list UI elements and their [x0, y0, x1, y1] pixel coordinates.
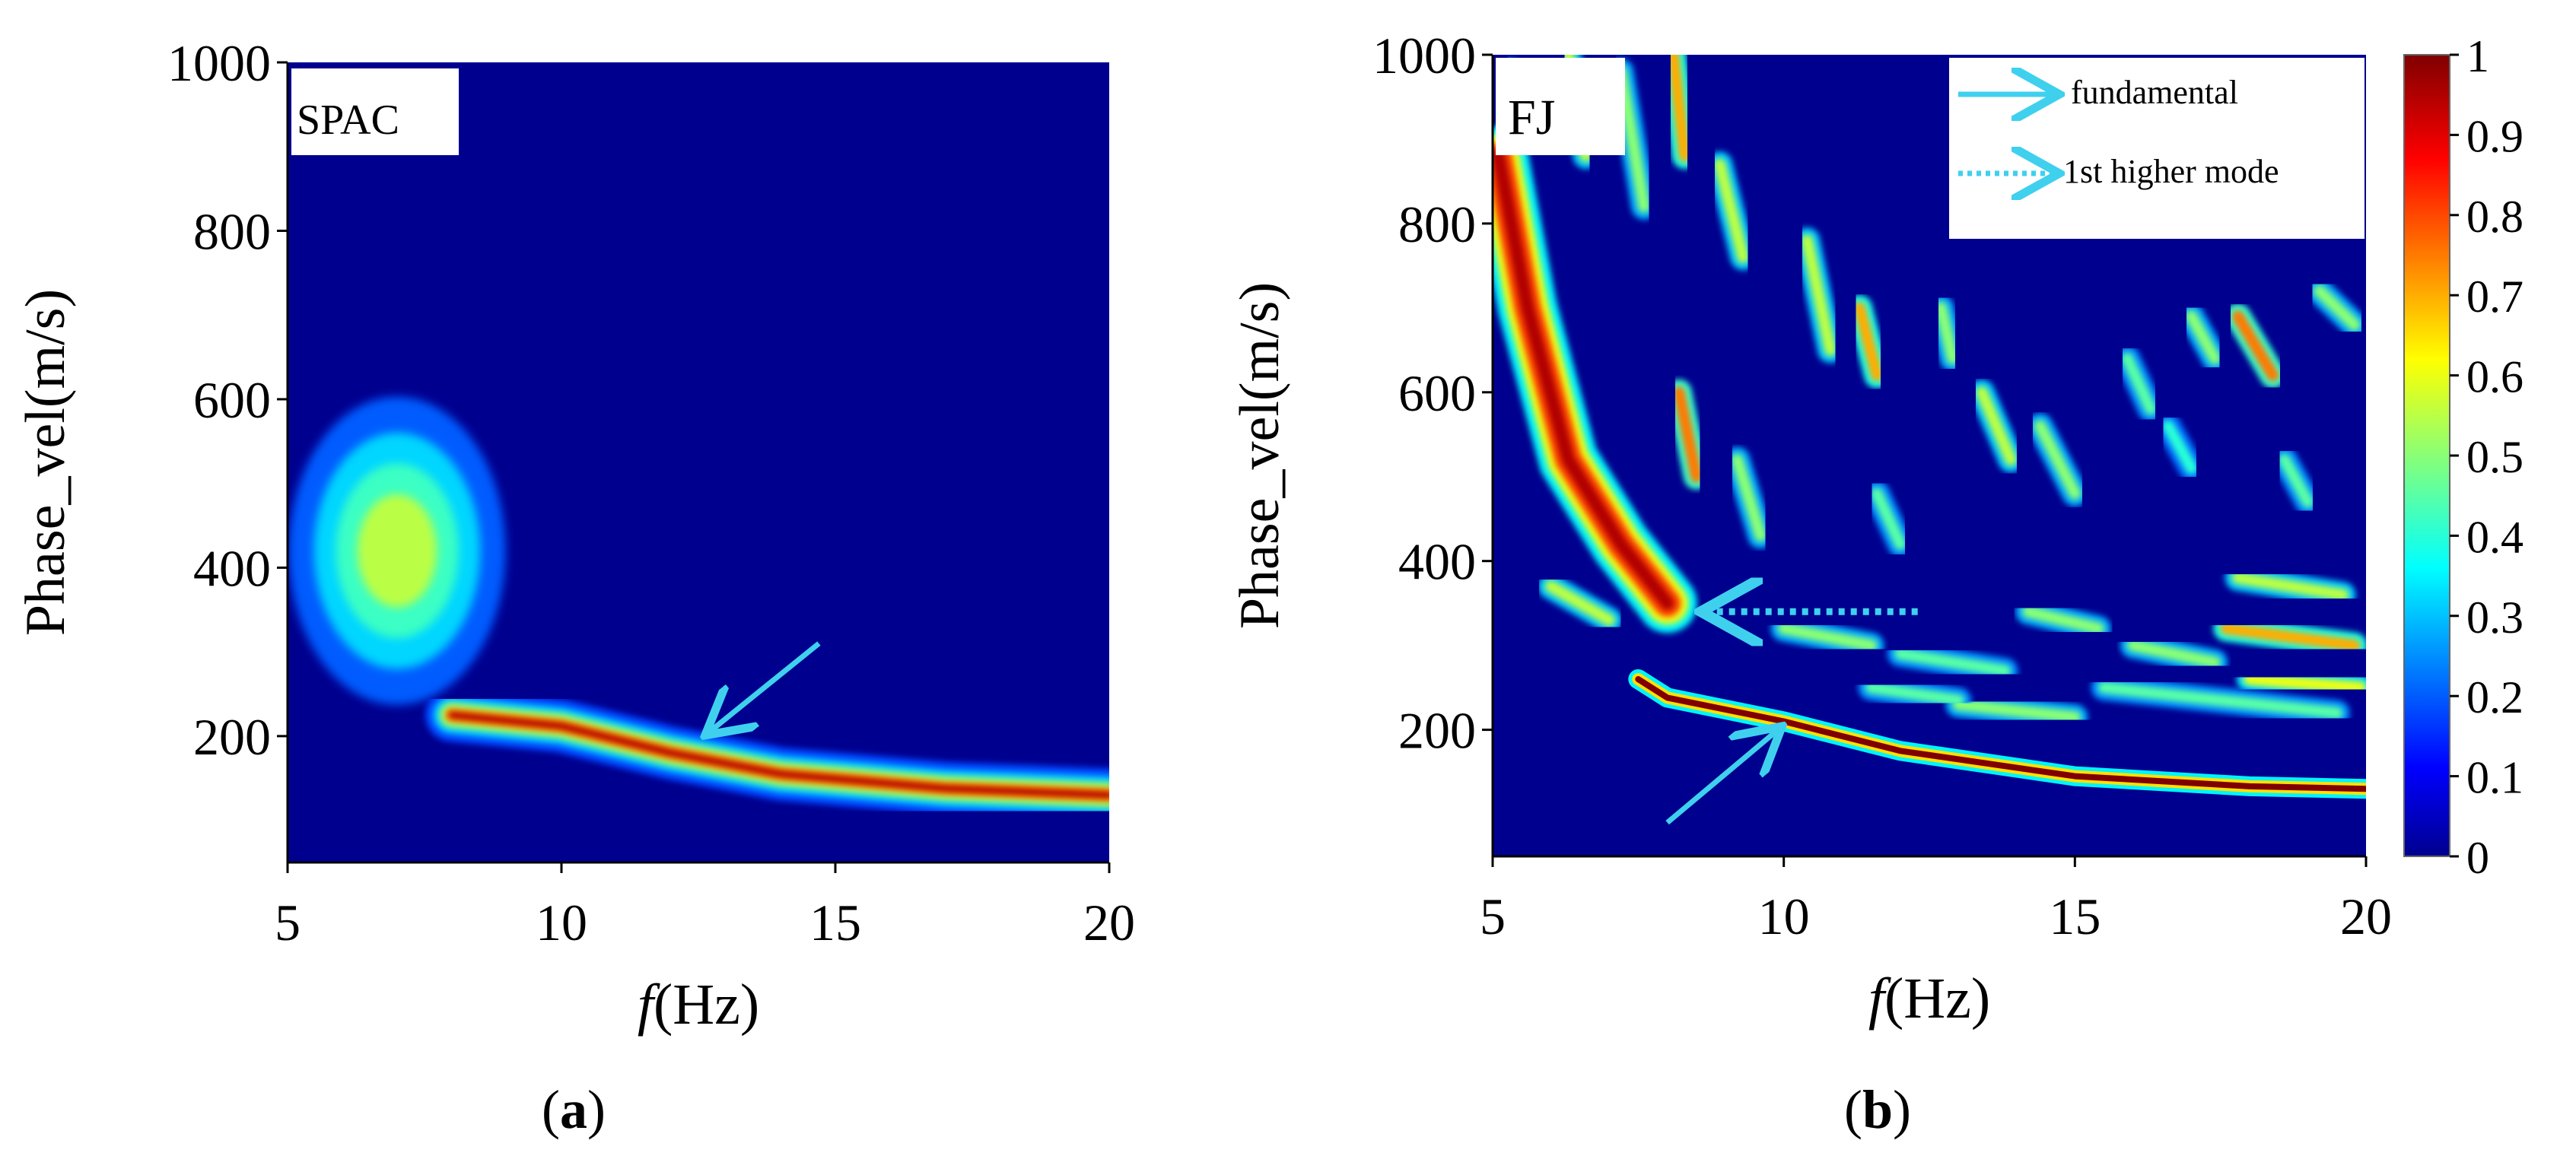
legend: fundamental 1st higher mode [1949, 58, 2365, 239]
colorbar-tick-label: 0.9 [2466, 111, 2524, 161]
streak-core-9 [1871, 487, 1907, 551]
colorbar-tick-label: 1 [2466, 31, 2489, 81]
colorbar: 0 0.1 0.2 0.3 0.4 0.5 0.6 0.7 0.8 0.9 1 [2403, 31, 2524, 883]
y-tick-label: 600 [1398, 364, 1476, 422]
panel-a-spac: 200 400 600 800 1000 5 10 15 20 f(Hz) Phase_vel(m/… [14, 34, 1135, 1037]
colorbar-tick-label: 0.1 [2466, 753, 2524, 803]
streak-core-19 [1777, 622, 1878, 652]
y-axis-label: Phase_vel(m/s) [14, 289, 77, 636]
streak-core-5 [1713, 158, 1750, 264]
x-tick-label: 10 [1758, 888, 1810, 945]
streak-core-24 [2220, 622, 2361, 652]
x-tick-label: 15 [809, 894, 861, 951]
colorbar-tick-label: 0.7 [2466, 272, 2524, 322]
heatmap-a [288, 396, 1109, 822]
streak-core-22 [2126, 639, 2221, 669]
x-tick-label: 20 [2340, 888, 2392, 945]
streak-core-8 [1853, 301, 1884, 382]
streak-core-7 [1801, 234, 1837, 357]
streak-core-18 [2161, 420, 2198, 475]
heatmap-b [1493, 55, 2366, 799]
method-label-b: FJ [1508, 90, 1555, 145]
y-tick-label: 600 [193, 371, 271, 429]
blob-layer-3 [357, 494, 437, 608]
colorbar-tick-label: 0.3 [2466, 592, 2524, 643]
streak-core-20 [1894, 647, 2012, 677]
axes-b: 200 400 600 800 1000 5 10 15 20 f(Hz) Phase_vel(m/… [1229, 27, 2392, 1031]
method-label-box-a [291, 68, 459, 155]
streak-core-17 [2278, 453, 2314, 509]
streak-core-28 [1865, 681, 1965, 707]
streak-core-12 [2034, 420, 2081, 500]
streak-core-25 [2243, 673, 2366, 694]
streak-core-14 [2185, 310, 2221, 365]
colorbar-tick-label: 0.8 [2466, 192, 2524, 242]
colorbar-ticks: 0 0.1 0.2 0.3 0.4 0.5 0.6 0.7 0.8 0.9 1 [2450, 31, 2524, 883]
streak-core-10 [1935, 301, 1959, 365]
streak-core-29 [1544, 580, 1616, 627]
colorbar-tick-label: 0.4 [2466, 512, 2524, 562]
streak-core-3 [1667, 55, 1691, 163]
colorbar-gradient [2403, 54, 2450, 857]
colorbar-tick-label: 0.5 [2466, 432, 2524, 482]
colorbar-tick-label: 0 [2466, 833, 2489, 883]
streak-core-15 [2231, 310, 2279, 382]
x-axis-label-unit: (Hz) [654, 973, 759, 1037]
x-tick-label: 5 [275, 894, 301, 951]
arrow-fundamental [1665, 730, 1778, 825]
panel-b-fj: 200 400 600 800 1000 5 10 15 20 f(Hz) Phase_vel(m/… [1229, 27, 2392, 1031]
x-axis-label: f(Hz) [1868, 967, 1990, 1031]
x-tick-label: 15 [2049, 888, 2101, 945]
y-tick-label: 400 [193, 539, 271, 597]
ridge-layer-4 [448, 711, 1109, 799]
caption-a: (a) [542, 1079, 606, 1140]
y-tick-label: 800 [193, 202, 271, 260]
streak-core-13 [2121, 352, 2157, 415]
y-tick-label: 200 [1398, 702, 1476, 760]
y-tick-label: 800 [1398, 195, 1476, 253]
y-axis-label: Phase_vel(m/s) [1229, 282, 1291, 629]
y-tick-label: 200 [193, 708, 271, 766]
streak-core-4 [1672, 386, 1703, 483]
y-tick-label: 1000 [1372, 27, 1476, 84]
streak-core-16 [2313, 284, 2361, 332]
arrow-a [709, 641, 821, 732]
colorbar-tick-label: 0.2 [2466, 672, 2524, 722]
streak-core-23 [2231, 571, 2349, 602]
x-tick-label: 10 [536, 894, 587, 951]
streak-core-27 [1952, 698, 2081, 723]
fundamental-layer-2 [1635, 676, 2366, 792]
colorbar-tick-label: 0.6 [2466, 352, 2524, 402]
higher-mode-layer-3 [1493, 149, 1674, 611]
streak-core-6 [1731, 453, 1767, 542]
x-tick-label: 5 [1480, 888, 1506, 945]
x-tick-label: 20 [1083, 894, 1135, 951]
y-tick-label: 400 [1398, 533, 1476, 591]
y-tick-label: 1000 [167, 34, 271, 92]
streak-core-21 [2022, 605, 2104, 635]
streak-core-11 [1975, 386, 2018, 466]
method-label-a: SPAC [297, 97, 399, 144]
legend-label-fundamental: fundamental [2071, 74, 2238, 111]
caption-b: (b) [1844, 1079, 1912, 1140]
legend-label-higher-mode: 1st higher mode [2063, 153, 2279, 190]
method-label-box-b [1496, 58, 1625, 155]
x-axis-label-unit: (Hz) [1884, 967, 1990, 1031]
x-axis-label: f(Hz) [638, 973, 759, 1037]
streak-core-26 [2097, 681, 2343, 719]
axes-a: 200 400 600 800 1000 5 10 15 20 f(Hz) Phase_vel(m/… [14, 34, 1135, 1037]
